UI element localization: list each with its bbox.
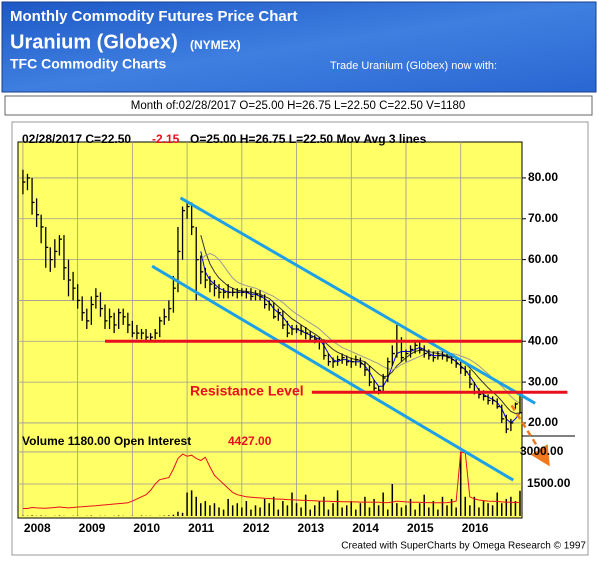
y-tick-label: 40.00 xyxy=(528,333,558,347)
x-tick-label: 2010 xyxy=(133,521,160,535)
x-tick-label: 2008 xyxy=(24,521,51,535)
legend-change: -2.15 xyxy=(152,132,180,146)
y-tick-label: 50.00 xyxy=(528,293,558,307)
header-exchange: (NYMEX) xyxy=(190,38,241,52)
legend-text: 02/28/2017 C=22.50 xyxy=(22,132,131,146)
annotation: Resistance Level xyxy=(190,383,304,399)
header-title: Monthly Commodity Futures Price Chart xyxy=(10,8,298,25)
y-tick-label: 80.00 xyxy=(528,170,558,184)
volume-label: Volume 1180.00 Open Interest xyxy=(22,434,191,448)
header-banner xyxy=(1,1,597,93)
x-tick-label: 2014 xyxy=(352,521,379,535)
x-tick-label: 2015 xyxy=(407,521,434,535)
y-tick-label: 30.00 xyxy=(528,374,558,388)
trend-line xyxy=(510,404,550,467)
info-text: Month of:02/28/2017 O=25.00 H=26.75 L=22… xyxy=(131,100,466,112)
plot-area xyxy=(17,141,523,519)
info-bar xyxy=(4,95,593,116)
x-tick-label: 2012 xyxy=(243,521,270,535)
moving-average xyxy=(200,252,521,404)
header-trade[interactable]: Trade Uranium (Globex) now with: xyxy=(330,60,497,72)
marks-layer xyxy=(18,142,568,516)
header-commodity: Uranium (Globex) xyxy=(10,31,178,53)
y-tick-label: 70.00 xyxy=(528,211,558,225)
open-interest-line xyxy=(22,451,521,509)
footer: Created with SuperCharts by Omega Resear… xyxy=(341,541,586,552)
oi-value: 4427.00 xyxy=(228,434,272,448)
x-tick-label: 2013 xyxy=(298,521,325,535)
trend-line xyxy=(151,264,515,482)
y-tick-label: 3000.00 xyxy=(520,444,564,458)
y-tick-label: 60.00 xyxy=(528,252,558,266)
y-tick-label: 1500.00 xyxy=(527,476,571,490)
header-brand: TFC Commodity Charts xyxy=(10,56,167,72)
trend-line xyxy=(179,196,536,405)
y-tick-label: 20.00 xyxy=(528,415,558,429)
x-tick-label: 2011 xyxy=(188,521,214,535)
x-tick-label: 2016 xyxy=(462,521,489,535)
x-tick-label: 2009 xyxy=(79,521,106,535)
legend-text: O=25.00 H=26.75 L=22.50 Mov Avg 3 lines xyxy=(190,132,427,146)
